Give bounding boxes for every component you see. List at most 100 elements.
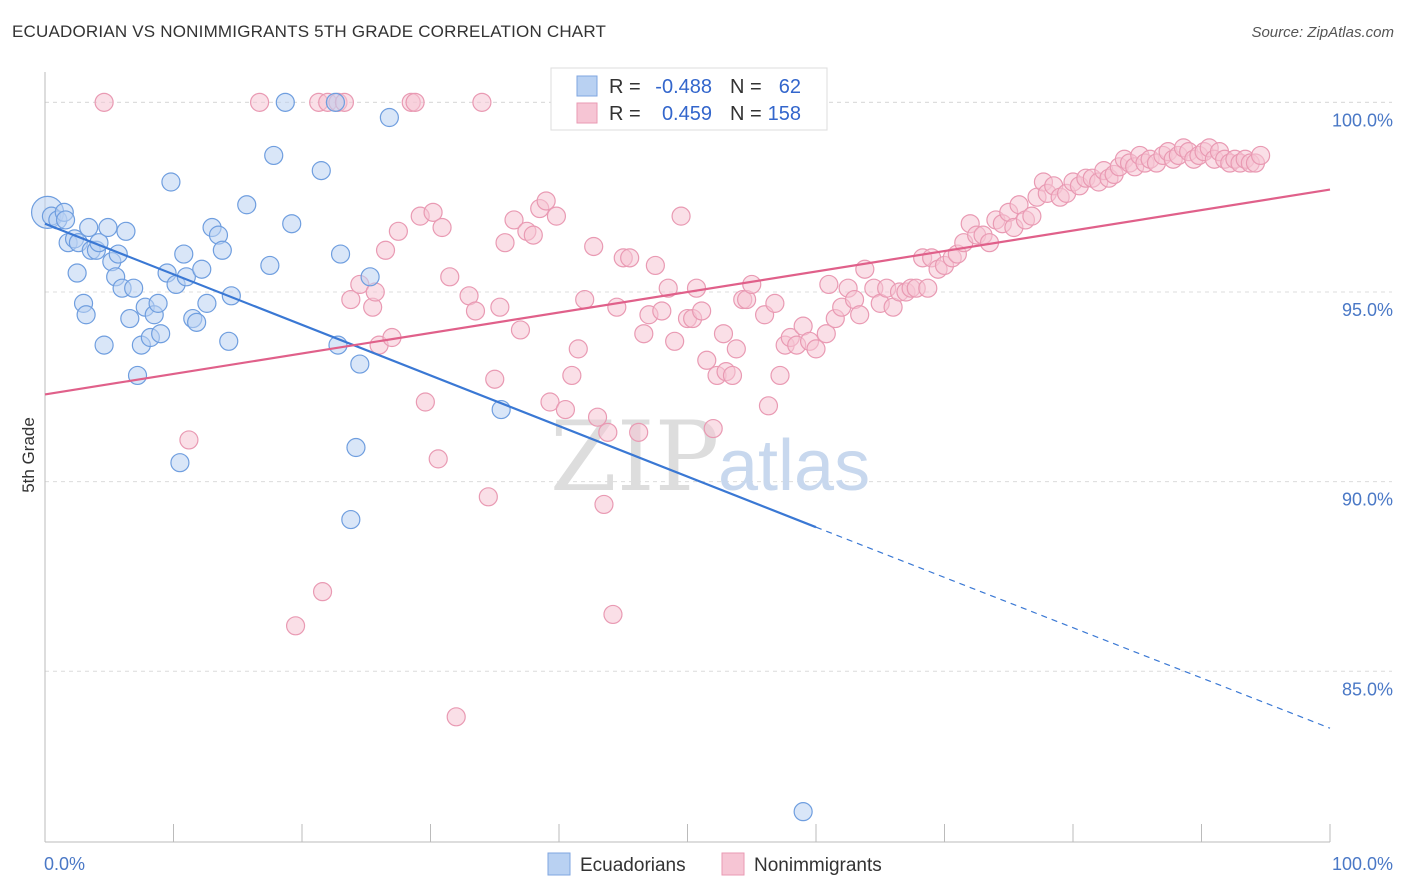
bottom-legend-label-nonimmigrants: Nonimmigrants [754, 855, 882, 876]
ecuadorians-point-31 [161, 172, 181, 192]
nonimmigrants-point-161 [1251, 145, 1271, 166]
legend-swatch-blue [576, 75, 598, 97]
nonimmigrants-point-56 [645, 255, 665, 276]
x-tick-labels: 0.0% 100.0% [44, 854, 1393, 874]
nonimmigrants-point-16 [388, 221, 408, 241]
legend-n-label-1: N = [730, 76, 762, 98]
nonimmigrants-point-65 [697, 350, 717, 370]
nonimmigrants-point-1 [179, 430, 199, 450]
nonimmigrants-point-84 [806, 339, 826, 359]
nonimmigrants-point-40 [546, 206, 567, 226]
ecuadorians-point-47 [264, 145, 284, 166]
nonimmigrants-point-9 [341, 289, 361, 310]
nonimmigrants-point-71 [726, 339, 746, 359]
legend-n-value-1: 62 [779, 76, 801, 98]
nonimmigrants-point-33 [504, 210, 524, 230]
nonimmigrants-point-45 [584, 236, 604, 257]
nonimmigrants-point-20 [415, 392, 435, 412]
legend-r-label-1: R = [609, 76, 641, 98]
ecuadorians-point-4 [55, 210, 76, 230]
nonimmigrants-point-24 [440, 267, 460, 287]
ecuadorians-point-15 [94, 335, 114, 355]
nonimmigrants-point-91 [850, 305, 870, 325]
ecuadorians-point-23 [124, 278, 144, 298]
watermark-zip: ZIP [550, 401, 719, 513]
grid-lines [45, 101, 1392, 672]
nonimmigrants-point-50 [607, 297, 627, 317]
watermark: ZIP atlas [550, 401, 870, 513]
ecuadorians-point-45 [237, 195, 257, 215]
nonimmigrants-point-74 [742, 274, 762, 295]
nonimmigrants-point-42 [562, 365, 582, 386]
ecuadorians-point-43 [219, 331, 239, 351]
ecuadorians-point-58 [341, 509, 361, 530]
nonimmigrants-point-14 [375, 240, 396, 260]
chart-title: ECUADORIAN VS NONIMMIGRANTS 5TH GRADE CO… [12, 22, 607, 41]
nonimmigrants-trend-line [44, 188, 1331, 396]
ecuadorians-point-28 [148, 293, 168, 313]
nonimmigrants-point-54 [634, 324, 654, 344]
bottom-legend-label-ecuadorians: Ecuadorians [580, 855, 686, 876]
nonimmigrants-point-44 [575, 289, 595, 310]
nonimmigrants-point-77 [765, 293, 785, 313]
nonimmigrants-point-68 [713, 324, 734, 344]
ecuadorians-point-50 [311, 161, 331, 181]
nonimmigrants-point-0 [94, 92, 114, 112]
y-tick-label-0: 85.0% [1342, 679, 1393, 699]
ecuadorians-point-57 [379, 107, 399, 128]
bottom-legend-swatch-ecuadorians [547, 852, 571, 876]
y-tick-label-2: 95.0% [1342, 300, 1393, 320]
legend-n-label-2: N = [730, 103, 762, 125]
nonimmigrants-point-2 [249, 92, 270, 112]
nonimmigrants-point-38 [536, 191, 556, 211]
watermark-atlas: atlas [718, 426, 870, 506]
ecuadorians-point-16 [98, 217, 118, 238]
ecuadorians-trend-line [44, 222, 817, 529]
y-axis-label: 5th Grade [19, 417, 38, 493]
nonimmigrants-point-25 [446, 707, 466, 727]
nonimmigrants-point-76 [758, 396, 779, 416]
nonimmigrants-point-31 [490, 297, 510, 317]
legend-box: R = -0.488 N = 62 R = 0.459 N = 158 [550, 67, 828, 131]
nonimmigrants-point-119 [1022, 206, 1042, 226]
ecuadorians-point-44 [221, 286, 241, 306]
nonimmigrants-point-41 [555, 399, 576, 420]
ecuadorians-point-51 [325, 92, 346, 112]
nonimmigrants-point-48 [598, 422, 618, 442]
nonimmigrants-point-53 [629, 422, 649, 442]
y-tick-label-3: 100.0% [1332, 110, 1393, 130]
y-tick-label-1: 90.0% [1342, 490, 1393, 510]
ecuadorians-point-19 [108, 244, 128, 264]
ecuadorians-point-33 [170, 453, 190, 473]
nonimmigrants-point-34 [510, 320, 531, 340]
x-tick-label-max: 100.0% [1332, 854, 1393, 874]
nonimmigrants-point-30 [485, 369, 505, 389]
ecuadorians-point-38 [192, 259, 212, 279]
legend-r-value-1: -0.488 [655, 76, 712, 98]
bottom-legend-swatch-nonimmigrants [721, 852, 745, 876]
legend-swatch-pink [576, 102, 598, 124]
ecuadorians-point-60 [793, 802, 813, 822]
nonimmigrants-point-63 [686, 278, 707, 298]
nonimmigrants-point-64 [692, 301, 712, 321]
ecuadorians-point-48 [275, 92, 295, 112]
nonimmigrants-point-32 [495, 233, 515, 253]
nonimmigrants-point-5 [312, 582, 333, 602]
ecuadorians-point-49 [282, 214, 302, 234]
nonimmigrants-point-27 [465, 301, 486, 321]
bottom-legend: Ecuadorians Nonimmigrants [547, 852, 882, 876]
ecuadorians-point-37 [187, 312, 207, 332]
legend-r-label-2: R = [609, 103, 641, 125]
ecuadorians-point-34 [174, 244, 194, 264]
ecuadorians-point-29 [151, 324, 171, 344]
nonimmigrants-point-86 [819, 274, 839, 295]
nonimmigrants-point-70 [722, 365, 743, 386]
nonimmigrants-point-102 [918, 278, 938, 298]
nonimmigrants-point-46 [587, 407, 608, 427]
nonimmigrants-point-36 [523, 225, 543, 245]
nonimmigrants-point-29 [478, 487, 498, 507]
ecuadorians-point-21 [116, 221, 136, 241]
y-tick-labels: 85.0% 90.0% 95.0% 100.0% [1332, 110, 1393, 699]
ecuadorians-point-22 [120, 308, 140, 329]
nonimmigrants-point-66 [703, 418, 723, 439]
